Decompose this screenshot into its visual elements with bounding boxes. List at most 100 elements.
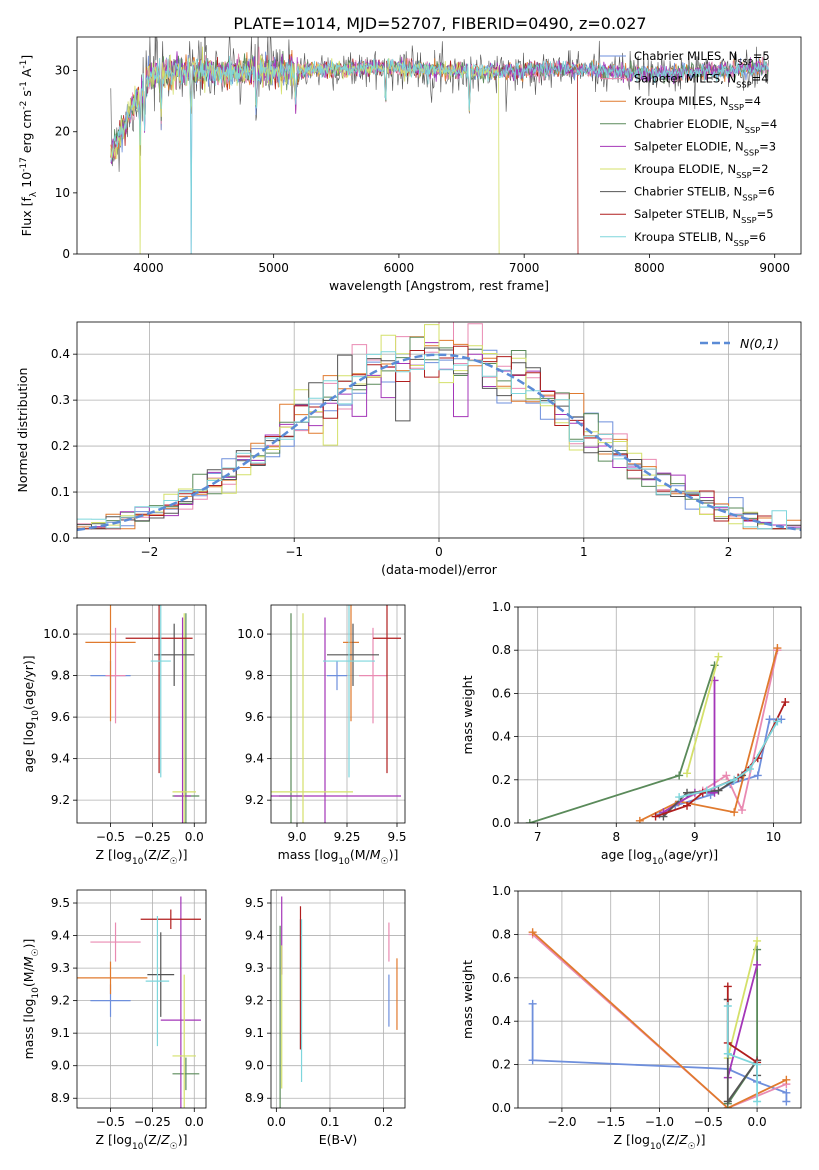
y-axis-label-part: log	[21, 999, 36, 1018]
plot-area	[271, 890, 405, 1108]
y-tick-label: 9.0	[51, 1059, 70, 1073]
plot-area	[77, 890, 206, 1108]
x-tick-label: −0.5	[96, 1115, 125, 1129]
weight-marker	[651, 812, 660, 821]
y-tick-label: 9.4	[245, 929, 264, 943]
weight-marker	[723, 1002, 732, 1011]
y-axis-label-part: -17	[19, 157, 29, 172]
y-tick-label: 0.2	[492, 773, 511, 787]
legend-label: Kroupa MILES, NSSP=4	[634, 94, 761, 112]
x-tick-label: 5000	[258, 261, 289, 275]
y-tick-label: 0.8	[492, 927, 511, 941]
y-axis-label-part: cm	[19, 110, 34, 129]
weight-marker	[528, 928, 537, 937]
weight-line-kroupa-miles	[531, 931, 787, 1108]
x-tick-label: 0.0	[185, 1115, 204, 1129]
legend-label-part: =6	[749, 230, 766, 244]
plot-area	[271, 605, 405, 823]
legend-label-part: Kroupa ELODIE, N	[634, 162, 736, 176]
y-axis-label-part: Normed distribution	[15, 368, 30, 493]
y-axis-label-part: mass [	[21, 1018, 36, 1060]
y-tick-label: 10.0	[237, 627, 264, 641]
x-axis-label-part: 10	[132, 857, 144, 867]
gaussian-curve	[77, 353, 801, 532]
x-tick-label: −2	[141, 545, 159, 559]
weight-line-salpeter-miles	[532, 933, 787, 1108]
y-tick-label: 0.4	[51, 347, 70, 361]
y-tick-label: 0.4	[492, 1014, 511, 1028]
y-axis-label-part: mass weight	[460, 960, 475, 1039]
x-axis-label-part: mass [	[278, 847, 320, 862]
weight-marker	[782, 1097, 791, 1106]
y-tick-label: 0.0	[492, 1101, 511, 1115]
plot-area	[518, 891, 801, 1108]
y-axis-label-part: )]	[21, 939, 36, 949]
y-tick-label: 0.0	[51, 531, 70, 545]
x-tick-label: 6000	[384, 261, 415, 275]
x-axis-label-part: 10	[652, 857, 664, 867]
y-tick-label: 9.6	[51, 710, 70, 724]
y-axis-label: Normed distribution	[15, 368, 30, 493]
legend-label-part: Chabrier STELIB, N	[634, 185, 742, 199]
y-tick-label: 10.0	[43, 627, 70, 641]
weight-marker	[528, 1056, 537, 1065]
x-axis-label-part: log	[113, 847, 132, 862]
x-tick-label: 2	[725, 545, 733, 559]
legend-label: Chabrier ELODIE, NSSP=4	[634, 117, 777, 135]
x-tick-label: −0.5	[96, 830, 125, 844]
legend-label: N(0,1)	[740, 336, 779, 351]
y-tick-label: 9.6	[245, 710, 264, 724]
x-axis-label-part: Z [	[95, 847, 112, 862]
legend-label-part: Kroupa MILES, N	[634, 94, 729, 108]
x-tick-label: 9.0	[287, 830, 306, 844]
y-tick-label: 0.6	[492, 686, 511, 700]
legend-label: Salpeter ELODIE, NSSP=3	[634, 139, 776, 157]
legend-label: Kroupa ELODIE, NSSP=2	[634, 162, 769, 180]
chart-panel-7: −2.0 −1.5 −1.0 −0.5 0.0 0.0 0.2 0.4 0.6 0.8 1.0 Z […	[460, 884, 802, 1152]
axes-frame	[517, 606, 802, 824]
x-tick-label: 0.0	[267, 1115, 286, 1129]
weight-marker	[753, 1097, 762, 1106]
y-tick-label: 9.1	[245, 1026, 264, 1040]
x-axis-label: Z [log10(Z/Z☉)]	[95, 1132, 187, 1152]
x-tick-label: −1.5	[596, 1115, 625, 1129]
y-tick-label: 0.6	[492, 971, 511, 985]
y-tick-label: 0.0	[492, 816, 511, 830]
y-tick-label: 1.0	[492, 884, 511, 898]
y-tick-label: 8.9	[245, 1091, 264, 1105]
axes-frame	[76, 36, 802, 255]
figure-title: PLATE=1014, MJD=52707, FIBERID=0490, z=0…	[233, 14, 646, 33]
legend-label-part: SSP	[741, 215, 756, 225]
legend-label-part: =6	[758, 185, 775, 199]
y-tick-label: 9.5	[245, 896, 264, 910]
x-axis-label-part: Z	[678, 1132, 688, 1147]
x-tick-label: 0.0	[185, 830, 204, 844]
weight-marker	[675, 771, 684, 780]
x-axis-label-part: )]	[696, 1132, 706, 1147]
x-axis-label-part: Z	[160, 847, 170, 862]
x-axis-label-part: 10	[132, 1142, 144, 1152]
x-tick-label: 4000	[133, 261, 164, 275]
x-tick-label: 9000	[759, 261, 790, 275]
legend-label-part: =2	[752, 162, 769, 176]
y-axis-label-part: f	[19, 196, 34, 201]
x-axis-label-part: (data-model)/error	[381, 562, 498, 577]
legend-label-part: SSP	[737, 57, 752, 67]
chart-panel-3: 9.0 9.25 9.5 9.2 9.4 9.6 9.8 10.0 mass [log10(M/…	[237, 604, 407, 867]
legend-label-part: SSP	[729, 102, 744, 112]
weight-marker	[738, 806, 747, 815]
weight-marker	[723, 1097, 732, 1106]
legend-label: Salpeter STELIB, NSSP=5	[634, 207, 774, 225]
x-tick-label: 1	[580, 545, 588, 559]
x-axis-label-part: )]	[178, 1132, 188, 1147]
legend-label-part: =4	[760, 117, 777, 131]
x-axis-label-part: Z [	[613, 1132, 630, 1147]
x-tick-label: −1.0	[645, 1115, 674, 1129]
x-axis-label-part: (M/	[350, 847, 371, 862]
weight-line-salpeter-elodie	[726, 964, 758, 1078]
spectrum-kroupa-stelib	[110, 55, 769, 254]
y-tick-label: 10	[55, 186, 70, 200]
x-axis-label-part: log	[633, 847, 652, 862]
